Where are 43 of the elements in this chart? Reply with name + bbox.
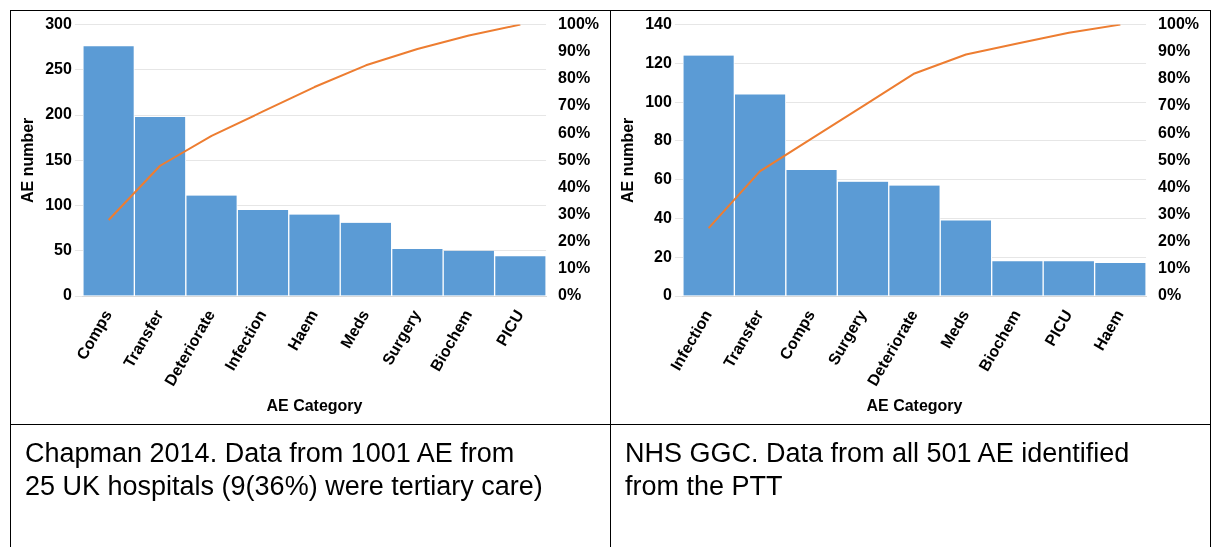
y2-tick-label: 10% [558, 259, 591, 277]
y2-tick-label: 40% [558, 177, 591, 195]
y-tick-label: 250 [45, 60, 72, 78]
y-tick-label: 20 [654, 247, 672, 265]
y-axis-title: AE number [19, 117, 37, 203]
y-tick-label: 80 [654, 131, 672, 149]
y2-tick-label: 20% [558, 232, 591, 250]
y2-tick-label: 20% [1158, 232, 1191, 250]
y2-tick-label: 0% [558, 286, 582, 304]
y2-tick-label: 0% [1158, 286, 1182, 304]
y-tick-label: 200 [45, 105, 72, 123]
y2-tick-label: 100% [1158, 15, 1199, 33]
y2-tick-label: 50% [1158, 150, 1191, 168]
y-tick-label: 100 [45, 195, 72, 213]
y-tick-label: 60 [654, 170, 672, 188]
y-tick-label: 50 [54, 241, 72, 259]
y2-tick-label: 90% [1158, 42, 1191, 60]
y2-tick-label: 10% [1158, 259, 1191, 277]
y2-tick-label: 60% [1158, 123, 1191, 141]
y-tick-label: 40 [654, 208, 672, 226]
y-tick-label: 300 [45, 15, 72, 33]
y2-tick-label: 30% [1158, 205, 1191, 223]
y2-tick-label: 70% [1158, 96, 1191, 114]
y2-tick-label: 100% [558, 15, 599, 33]
y-tick-label: 140 [645, 15, 672, 33]
y-tick-label: 0 [662, 286, 672, 304]
text: Chapman 2014. Data from 1001 AE from 25 UK hospitals (9(36%) were tertiary care) [25, 437, 544, 503]
y2-tick-label: 80% [1158, 69, 1191, 87]
y2-tick-label: 60% [558, 123, 591, 141]
x-axis-title: AE Category [266, 396, 363, 414]
y-tick-label: 0 [62, 286, 72, 304]
y-axis-title: AE number [619, 117, 637, 203]
x-axis-title: AE Category [866, 396, 963, 414]
y-tick-label: 100 [645, 92, 672, 110]
y2-tick-label: 40% [1158, 177, 1191, 195]
y2-tick-label: 30% [558, 205, 591, 223]
y2-tick-label: 80% [558, 69, 591, 87]
text: NHS GGC. Data from all 501 AE identified from the PTT [625, 437, 1131, 503]
y-tick-label: 120 [645, 53, 672, 71]
y2-tick-label: 50% [558, 150, 591, 168]
y2-tick-label: 90% [558, 42, 591, 60]
y-tick-label: 150 [45, 150, 72, 168]
y2-tick-label: 70% [558, 96, 591, 114]
